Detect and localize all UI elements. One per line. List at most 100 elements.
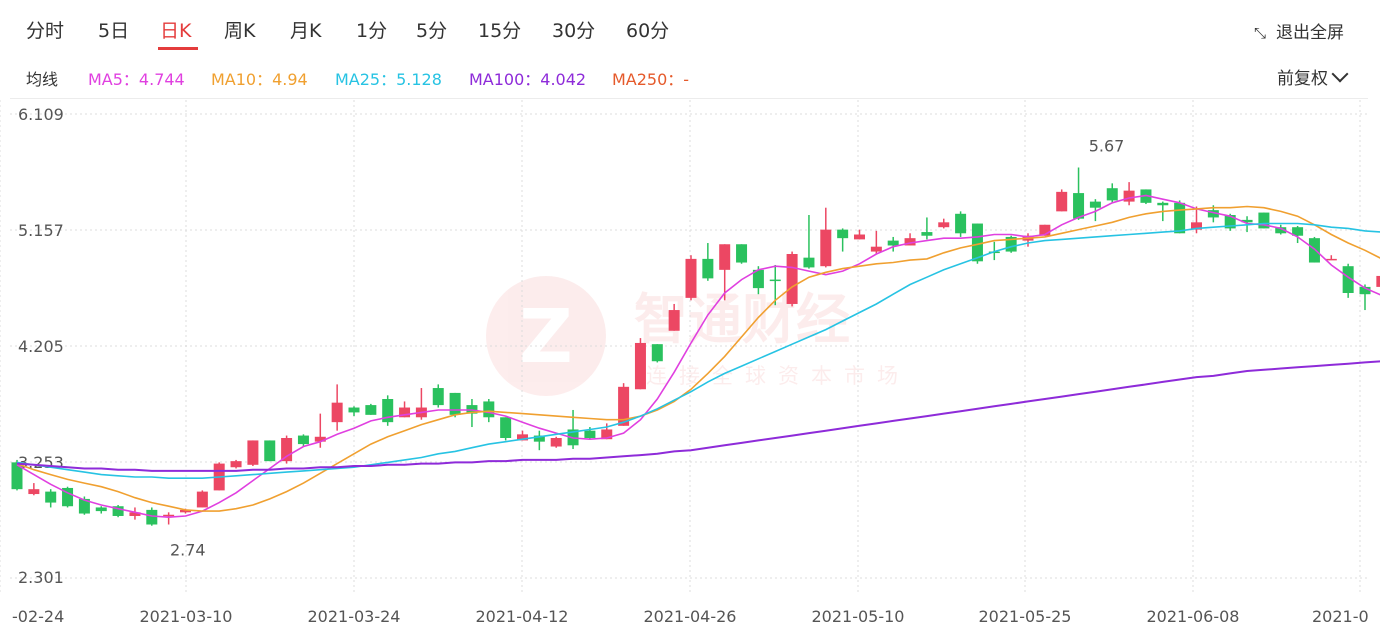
candle-body: [45, 491, 57, 503]
candle-body: [1224, 215, 1236, 229]
candle-body: [1359, 286, 1371, 295]
candle-body: [180, 509, 191, 513]
ma-legend-item-0: MA5：4.744: [88, 70, 185, 89]
low-annotation: 2.74: [170, 541, 206, 560]
candle-body: [719, 244, 731, 270]
candle-body: [550, 437, 562, 447]
candle-body: [601, 429, 613, 440]
candle-body: [78, 498, 90, 514]
candle-body: [247, 440, 259, 465]
candle-body: [163, 514, 175, 517]
candle-body: [281, 437, 293, 462]
x-tick-label: -02-24: [12, 607, 64, 626]
candle-body: [533, 435, 545, 442]
x-tick-label: 2021-05-10: [812, 607, 905, 626]
candle-body: [382, 399, 394, 423]
candle-body: [1191, 222, 1202, 230]
candle-body: [1241, 219, 1253, 223]
candle-body: [1258, 212, 1270, 229]
x-tick-label: 2021-04-26: [644, 607, 737, 626]
ma-line-ma100: [16, 360, 1380, 472]
x-tick-label: 2021-03-24: [308, 607, 401, 626]
candle-body: [904, 238, 916, 246]
candle-body: [500, 417, 512, 438]
exit-fullscreen-icon: ⤡: [1253, 24, 1266, 42]
candle-body: [955, 213, 967, 234]
watermark-brand: 智通财经: [634, 288, 850, 351]
candle-body: [1308, 238, 1320, 263]
candle-body: [618, 386, 630, 426]
candle-body: [112, 506, 124, 516]
candle-body: [820, 229, 832, 267]
candle-body: [230, 461, 242, 468]
watermark-logo-mark: Z: [519, 294, 573, 380]
exit-fullscreen-label: 退出全屏: [1276, 23, 1344, 43]
ma-legend-item-4: MA250：-: [612, 70, 690, 89]
tab-4[interactable]: 月K: [290, 20, 322, 42]
candle-body: [95, 507, 107, 512]
candle-body: [365, 405, 377, 415]
tab-2[interactable]: 日K: [160, 20, 192, 42]
tab-3[interactable]: 周K: [224, 20, 256, 42]
candle-body: [1207, 210, 1219, 218]
candle-body: [331, 402, 343, 423]
ma-line-ma25: [16, 222, 1380, 480]
candle-body: [584, 430, 596, 438]
candle-body: [1106, 188, 1118, 201]
y-tick-label: 4.205: [18, 337, 64, 356]
y-tick-label: 2.301: [18, 568, 64, 587]
candle-body: [887, 240, 899, 246]
x-tick-label: 2021-05-25: [979, 607, 1072, 626]
tab-8[interactable]: 30分: [552, 20, 596, 42]
high-annotation: 5.67: [1089, 136, 1125, 155]
candle-body: [1005, 236, 1017, 252]
candle-body: [1342, 266, 1354, 293]
tab-0[interactable]: 分时: [26, 20, 65, 42]
x-tick-label: 2021-06-08: [1147, 607, 1240, 626]
tab-9[interactable]: 60分: [626, 20, 670, 42]
candle-body: [786, 254, 798, 304]
candle-body: [921, 232, 933, 236]
candle-body: [634, 342, 646, 390]
ma-legend-title: 均线: [26, 70, 59, 89]
candle-body: [399, 407, 411, 418]
candle-body: [702, 258, 714, 279]
candle-body: [837, 229, 849, 239]
candle-body: [870, 246, 882, 252]
candle-body: [297, 435, 309, 445]
tab-7[interactable]: 15分: [478, 20, 522, 42]
ma-legend-item-2: MA25：5.128: [335, 70, 442, 89]
candle-body: [1174, 202, 1186, 234]
candle-body: [432, 388, 444, 406]
watermark-logo: [486, 276, 606, 396]
candle-body: [28, 489, 40, 495]
candle-body: [803, 257, 815, 268]
y-tick-label: 6.109: [18, 105, 64, 124]
candle-body: [938, 222, 950, 228]
candle-body: [668, 310, 680, 331]
tab-6[interactable]: 5分: [416, 20, 448, 42]
x-tick-label: 2021-04-12: [476, 607, 569, 626]
tab-5[interactable]: 1分: [356, 20, 388, 42]
candle-body: [1123, 190, 1135, 202]
tab-1[interactable]: 5日: [98, 20, 130, 42]
period-tabs: 分时 5日 日K 周K 月K 1分 5分 15分 30分 60分: [0, 0, 1380, 58]
candle-body: [854, 234, 865, 240]
candle-body: [1292, 227, 1304, 236]
candle-body: [1056, 191, 1068, 212]
candle-body: [196, 491, 208, 508]
ma-legend: 均线 MA5：4.744 MA10：4.94 MA25：5.128 MA100：4.0…: [0, 62, 1380, 90]
price-adjust-dropdown[interactable]: 前复权: [1277, 64, 1349, 89]
candle-body: [517, 434, 528, 441]
price-adjust-label: 前复权: [1277, 69, 1328, 89]
candle-body: [1039, 224, 1051, 236]
candle-body: [1325, 258, 1337, 261]
candle-body: [971, 223, 983, 262]
candle-body: [483, 401, 495, 418]
exit-fullscreen-button[interactable]: ⤡ 退出全屏: [1254, 18, 1344, 43]
candle-body: [1376, 275, 1380, 287]
candle-body: [1073, 193, 1085, 219]
candle-body: [314, 436, 326, 442]
